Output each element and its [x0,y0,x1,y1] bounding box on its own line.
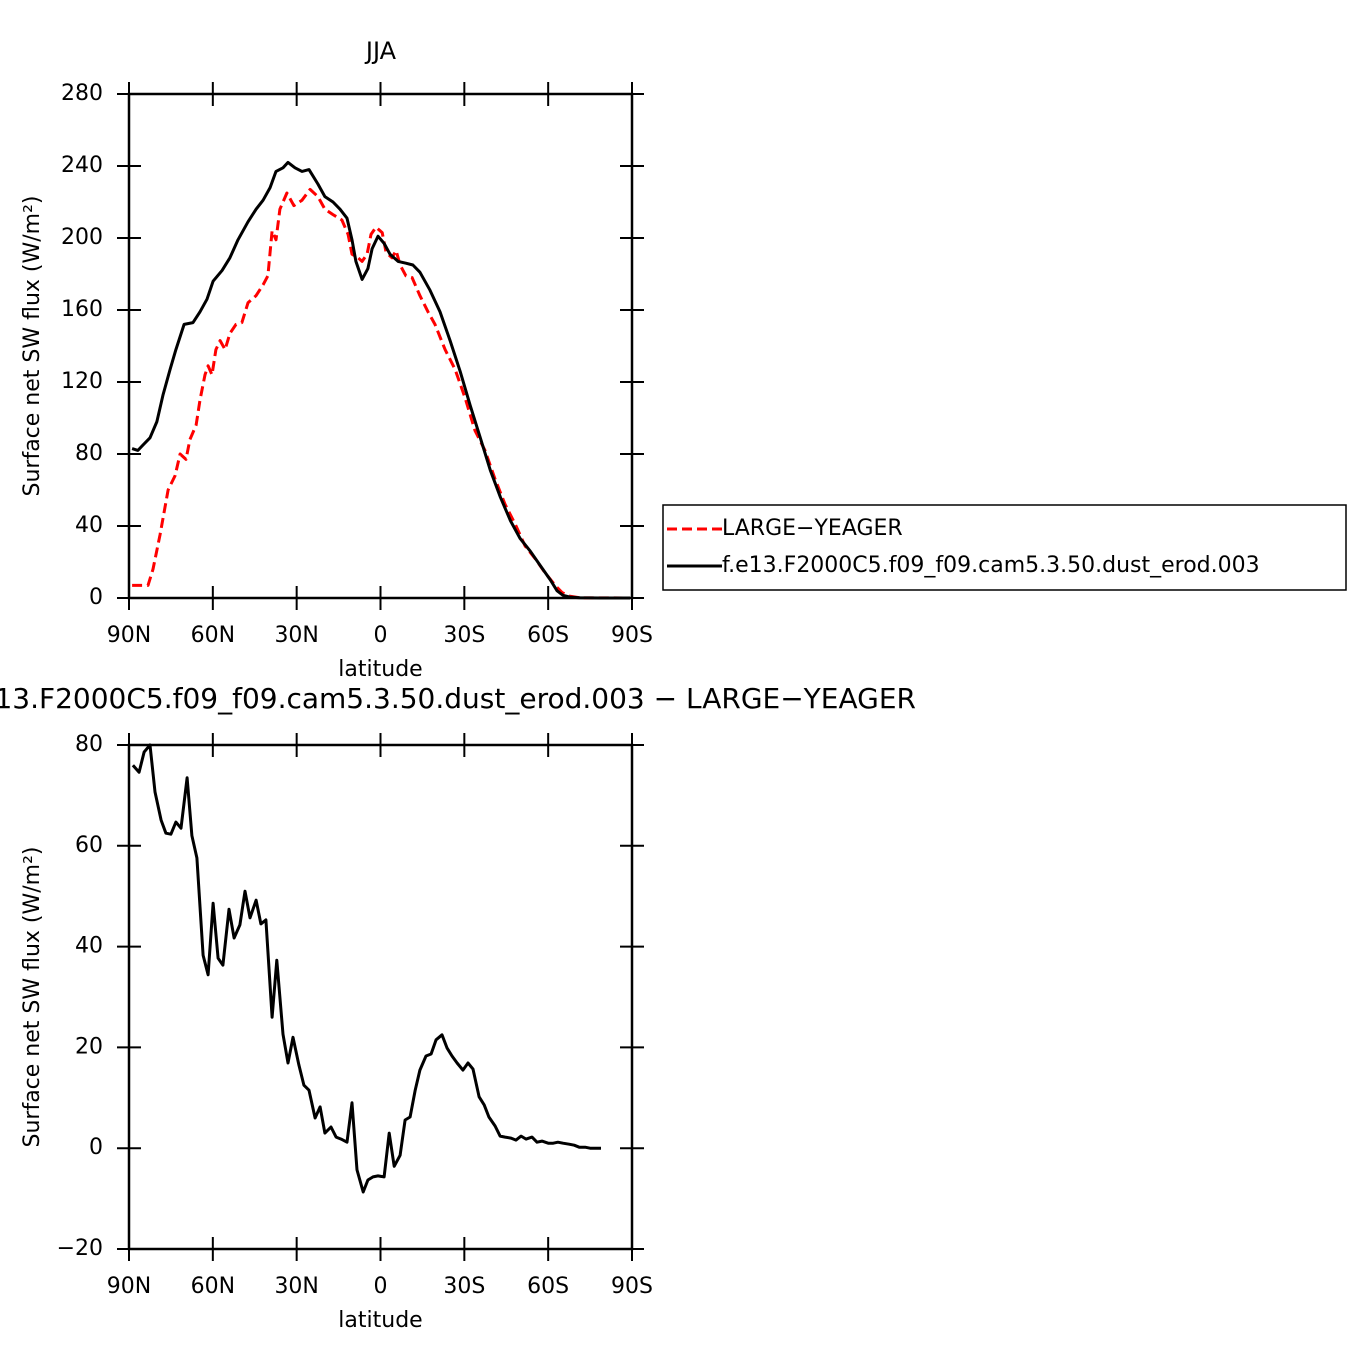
y-axis-label: Surface net SW flux (W/m²) [20,195,45,496]
y-tick-label: 40 [75,513,103,538]
y-tick-label: 80 [75,441,103,466]
x-tick-label: 60S [527,623,569,648]
x-axis-label: latitude [338,1308,422,1333]
legend-label: LARGE−YEAGER [722,516,903,541]
panel: JJA 90N 60N 30N 0 30S 60S 90S 0 40 80 120 160 200 240 2… [20,37,1347,682]
chart-title: f.e13.F2000C5.f09_f09.cam5.3.50.dust_ero… [0,682,916,715]
y-tick-label: 240 [61,153,103,178]
legend-box [662,504,1347,591]
x-tick-label: 60N [191,623,235,648]
data-line [132,187,631,600]
x-tick-label: 30N [274,1274,318,1299]
y-tick-label: 80 [75,732,103,757]
x-tick-label: 30S [443,623,485,648]
y-tick-label: 120 [61,369,103,394]
y-tick-label: 40 [75,934,103,959]
x-tick-label: 90S [611,1274,653,1299]
y-tick-label: 160 [61,297,103,322]
x-tick-label: 60N [191,1274,235,1299]
x-tick-label: 60S [527,1274,569,1299]
x-tick-label: 90N [107,623,151,648]
x-tick-label: 90S [611,623,653,648]
legend-label: f.e13.F2000C5.f09_f09.cam5.3.50.dust_ero… [722,553,1260,578]
chart-title: JJA [364,37,397,65]
y-tick-label: 60 [75,833,103,858]
x-tick-label: 30N [274,623,318,648]
y-axis-label: Surface net SW flux (W/m²) [20,846,45,1147]
x-tick-label: 90N [107,1274,151,1299]
panel: f.e13.F2000C5.f09_f09.cam5.3.50.dust_ero… [0,682,916,1333]
y-tick-label: 20 [75,1034,103,1059]
plot-frame [127,92,634,600]
plot-frame [127,743,634,1251]
y-tick-label: 200 [61,225,103,250]
y-tick-label: 280 [61,81,103,106]
data-line [131,743,601,1194]
y-tick-label: 0 [89,585,103,610]
x-axis-label: latitude [338,657,422,682]
y-tick-label: −20 [57,1236,103,1261]
data-line [131,160,630,600]
y-tick-label: 0 [89,1135,103,1160]
x-tick-label: 30S [443,1274,485,1299]
x-tick-label: 0 [374,1274,388,1299]
legend: LARGE−YEAGER f.e13.F2000C5.f09_f09.cam5.3… [662,504,1347,591]
x-tick-label: 0 [374,623,388,648]
